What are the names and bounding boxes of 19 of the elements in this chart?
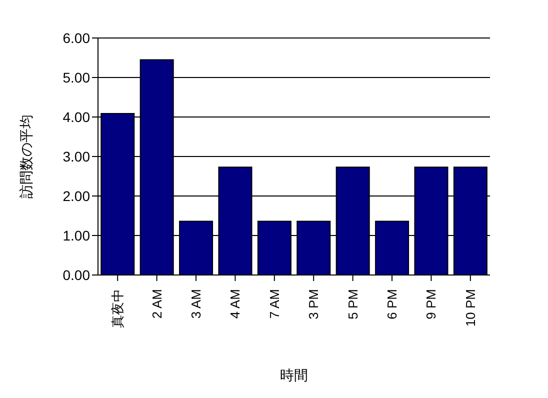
y-tick-label: 3.00	[62, 148, 90, 164]
x-tick-label: 7 AM	[266, 289, 282, 319]
x-tick-label: 5 PM	[345, 289, 360, 320]
x-tick-label: 真夜中	[110, 289, 126, 328]
x-axis-title: 時間	[280, 367, 308, 383]
x-tick-label: 10 PM	[462, 289, 478, 327]
x-tick-label: 4 AM	[228, 289, 243, 319]
y-tick-label: 2.00	[62, 188, 90, 204]
y-tick-label: 6.00	[62, 30, 90, 46]
x-tick-label: 3 AM	[188, 289, 204, 319]
y-tick-label: 0.00	[62, 266, 90, 283]
x-tick-label: 3 PM	[306, 289, 322, 320]
y-tick-label: 5.00	[62, 69, 90, 86]
y-tick-label: 1.00	[62, 227, 90, 244]
y-tick-label: 4.00	[62, 108, 90, 125]
x-tick-label: 6 PM	[384, 289, 400, 320]
x-tick-label: 2 AM	[149, 289, 164, 319]
y-axis-title: 訪問数の平均	[18, 114, 34, 198]
x-tick-label: 9 PM	[424, 289, 439, 320]
